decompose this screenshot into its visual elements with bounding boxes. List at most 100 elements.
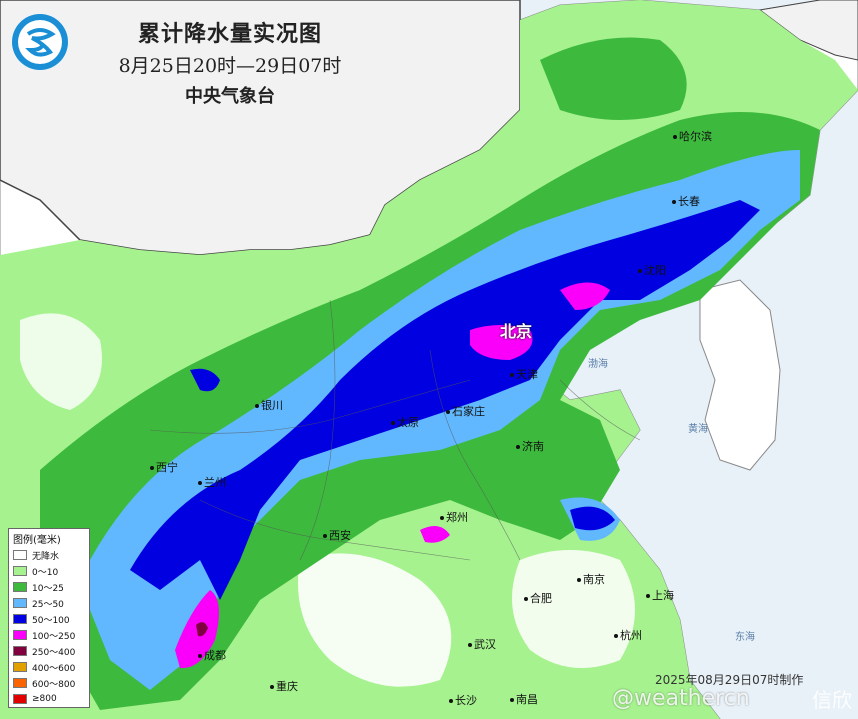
city-dot-icon <box>198 654 202 658</box>
rain-none-east <box>512 550 635 668</box>
rain-100-250-beijing <box>470 325 533 360</box>
city-dot-icon <box>638 269 642 273</box>
legend-label: 100～250 <box>32 631 76 642</box>
rain-100-250-ne <box>560 282 610 310</box>
city-yinchuan: 银川 <box>255 397 283 413</box>
legend-item: 100～250 <box>9 627 89 643</box>
agency-name: 中央气象台 <box>185 86 275 107</box>
legend-swatch <box>13 550 27 560</box>
city-dot-icon <box>468 643 472 647</box>
city-taiyuan: 太原 <box>391 414 419 430</box>
city-shanghai: 上海 <box>646 587 674 603</box>
city-chongqing: 重庆 <box>270 678 298 694</box>
rain-10-25-ne <box>540 37 687 120</box>
city-dot-icon <box>577 578 581 582</box>
legend-item: 无降水 <box>9 547 89 563</box>
city-wuhan: 武汉 <box>468 636 496 652</box>
legend-rows: 无降水 0～10 10～25 25～50 50～100 100～250 250～400 400… <box>9 547 89 707</box>
city-lanzhou: 兰州 <box>198 474 226 490</box>
legend-label: 50～100 <box>32 615 70 626</box>
land-korea <box>699 279 781 471</box>
city-dot-icon <box>614 634 618 638</box>
city-harbin: 哈尔滨 <box>673 128 712 144</box>
legend-swatch <box>13 614 27 624</box>
city-tianjin: 天津 <box>510 366 538 382</box>
legend-label: ≥800 <box>32 694 57 704</box>
city-jinan: 济南 <box>516 438 544 454</box>
city-changchun: 长春 <box>672 193 700 209</box>
legend-item: 0～10 <box>9 563 89 579</box>
map-title: 累计降水量实况图 <box>137 21 322 47</box>
legend-item: 10～25 <box>9 579 89 595</box>
city-shijiazhuang: 石家庄 <box>446 403 485 419</box>
city-dot-icon <box>449 699 453 703</box>
city-dot-icon <box>270 685 274 689</box>
city-dot-icon <box>516 445 520 449</box>
city-dot-icon <box>323 534 327 538</box>
city-beijing: 北京 <box>500 322 533 341</box>
production-time: 2025年08月29日07时制作 <box>655 673 804 687</box>
legend-swatch <box>13 678 27 688</box>
city-chengdu: 成都 <box>198 647 226 663</box>
city-changsha: 长沙 <box>449 692 477 708</box>
city-nanchang: 南昌 <box>510 691 538 707</box>
city-hefei: 合肥 <box>524 590 552 606</box>
city-dot-icon <box>510 373 514 377</box>
city-xining: 西宁 <box>150 459 178 475</box>
legend-label: 10～25 <box>32 583 64 594</box>
city-dot-icon <box>440 516 444 520</box>
city-zhengzhou: 郑州 <box>440 509 468 525</box>
city-dot-icon <box>198 481 202 485</box>
city-dot-icon <box>510 698 514 702</box>
city-dot-icon <box>255 404 259 408</box>
legend-swatch <box>13 582 27 592</box>
legend-item: ≥800 <box>9 691 89 707</box>
legend-label: 600～800 <box>32 679 76 690</box>
legend-item: 50～100 <box>9 611 89 627</box>
legend: 图例(毫米) 无降水 0～10 10～25 25～50 50～100 100～250 250… <box>8 528 90 708</box>
city-xian: 西安 <box>323 527 351 543</box>
legend-label: 400～600 <box>32 663 76 674</box>
date-range: 8月25日20时—29日07时 <box>118 55 342 77</box>
legend-label: 25～50 <box>32 599 64 610</box>
legend-swatch <box>13 646 27 656</box>
rain-50-100-c <box>570 506 615 531</box>
rain-none-south <box>298 553 452 687</box>
city-dot-icon <box>646 594 650 598</box>
rain-100-250-zz <box>420 526 450 543</box>
rain-none-west <box>20 313 102 410</box>
city-dot-icon <box>673 135 677 139</box>
cma-logo <box>10 12 70 72</box>
legend-title: 图例(毫米) <box>13 535 61 546</box>
map-header: 累计降水量实况图 8月25日20时—29日07时 中央气象台 <box>95 16 365 108</box>
legend-swatch <box>13 662 27 672</box>
legend-swatch <box>13 694 27 704</box>
legend-label: 0～10 <box>32 567 59 578</box>
rain-50-100-b <box>190 368 220 392</box>
legend-swatch <box>13 566 27 576</box>
province-boundaries <box>149 299 641 561</box>
watermark: @weathercn <box>612 686 750 711</box>
city-shenyang: 沈阳 <box>638 262 666 278</box>
legend-item: 250～400 <box>9 643 89 659</box>
city-dot-icon <box>672 200 676 204</box>
legend-item: 600～800 <box>9 675 89 691</box>
city-nanjing: 南京 <box>577 571 605 587</box>
rain-250-400 <box>196 622 208 637</box>
city-dot-icon <box>150 466 154 470</box>
watermark-author: 信欣 <box>812 688 852 712</box>
city-dot-icon <box>391 421 395 425</box>
sea-bohai: 渤海 <box>588 359 608 370</box>
legend-swatch <box>13 630 27 640</box>
city-dot-icon <box>446 410 450 414</box>
city-dot-icon <box>524 597 528 601</box>
legend-label: 无降水 <box>32 551 60 562</box>
legend-item: 25～50 <box>9 595 89 611</box>
sea-donghai: 东海 <box>735 632 755 643</box>
legend-item: 400～600 <box>9 659 89 675</box>
legend-swatch <box>13 598 27 608</box>
sea-huanghai: 黄海 <box>688 424 708 435</box>
city-hangzhou: 杭州 <box>614 627 642 643</box>
